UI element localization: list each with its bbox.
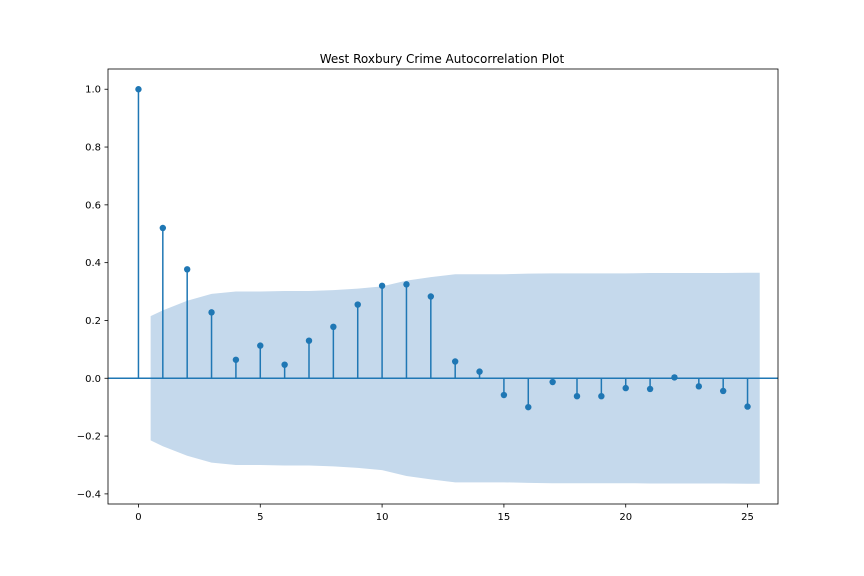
x-tick-label: 5 (257, 512, 263, 523)
x-tick-label: 25 (741, 512, 754, 523)
stem-lag-2 (183, 266, 191, 379)
chart-title: West Roxbury Crime Autocorrelation Plot (320, 52, 565, 66)
stem-lag-12 (427, 293, 435, 379)
stem-marker (183, 266, 191, 273)
stem-marker (598, 392, 605, 400)
stem-lag-15 (500, 378, 508, 399)
stem-lag-18 (573, 378, 581, 400)
stem-marker (695, 383, 703, 390)
stem-marker (257, 342, 264, 349)
y-tick-label: −0.2 (77, 432, 101, 443)
stem-lag-5 (257, 342, 264, 379)
stem-marker (549, 378, 556, 386)
stem-marker (427, 293, 435, 300)
stem-marker (622, 384, 629, 392)
x-tick-label: 0 (135, 512, 141, 523)
stem-marker (354, 301, 361, 308)
x-tick-label: 10 (376, 512, 389, 523)
stem-lag-10 (378, 282, 386, 379)
stem-lag-22 (671, 374, 678, 381)
stem-marker (232, 356, 240, 363)
stem-marker (573, 392, 581, 400)
y-tick-label: 0.6 (85, 200, 101, 211)
y-tick-label: 0.0 (85, 374, 101, 385)
stem-marker (330, 323, 337, 331)
stem-lag-9 (354, 301, 361, 379)
stem-lag-8 (330, 323, 337, 379)
x-tick-label: 15 (498, 512, 511, 523)
stem-lag-4 (232, 356, 240, 379)
stem-marker (135, 86, 142, 93)
stem-lag-1 (159, 224, 167, 379)
stem-lag-24 (719, 378, 727, 395)
stem-marker (208, 309, 215, 316)
y-tick-label: 1.0 (85, 85, 101, 96)
stem-marker (525, 403, 532, 411)
y-tick-label: −0.4 (77, 489, 101, 500)
stem-lag-0 (135, 86, 142, 379)
stem-marker (281, 361, 288, 368)
stem-lag-17 (549, 378, 556, 386)
stem-marker (159, 224, 167, 232)
stem-lag-7 (305, 337, 313, 379)
stem-marker (403, 281, 410, 288)
stem-lag-13 (451, 358, 459, 379)
y-tick-label: 0.4 (85, 258, 101, 269)
y-tick-label: 0.8 (85, 143, 101, 154)
stem-marker (744, 403, 751, 410)
stem-lag-3 (208, 309, 215, 379)
stem-marker (719, 387, 727, 395)
stem-lag-23 (695, 378, 703, 390)
stem-lag-6 (281, 361, 288, 379)
y-tick-label: 0.2 (85, 316, 101, 327)
stem-lag-14 (476, 368, 483, 379)
stem-lag-20 (622, 378, 629, 392)
stem-marker (305, 337, 313, 344)
stem-lag-16 (525, 378, 532, 411)
stem-layer (135, 86, 751, 411)
stem-marker (476, 368, 483, 375)
stem-lag-25 (744, 378, 751, 410)
stem-marker (646, 385, 654, 393)
stem-lag-19 (598, 378, 605, 400)
plot-frame (107, 68, 779, 505)
stem-marker (671, 374, 678, 381)
stem-marker (378, 282, 386, 289)
stem-marker (451, 358, 459, 365)
axes-layer: 0 5 10 15 20 25 −0.4 −0.2 0.0 0.2 0.4 0.6 0.8 1.0 (77, 68, 779, 523)
stem-marker (500, 391, 508, 399)
stem-lag-21 (646, 378, 654, 393)
stem-lag-11 (403, 281, 410, 379)
x-tick-label: 20 (619, 512, 632, 523)
